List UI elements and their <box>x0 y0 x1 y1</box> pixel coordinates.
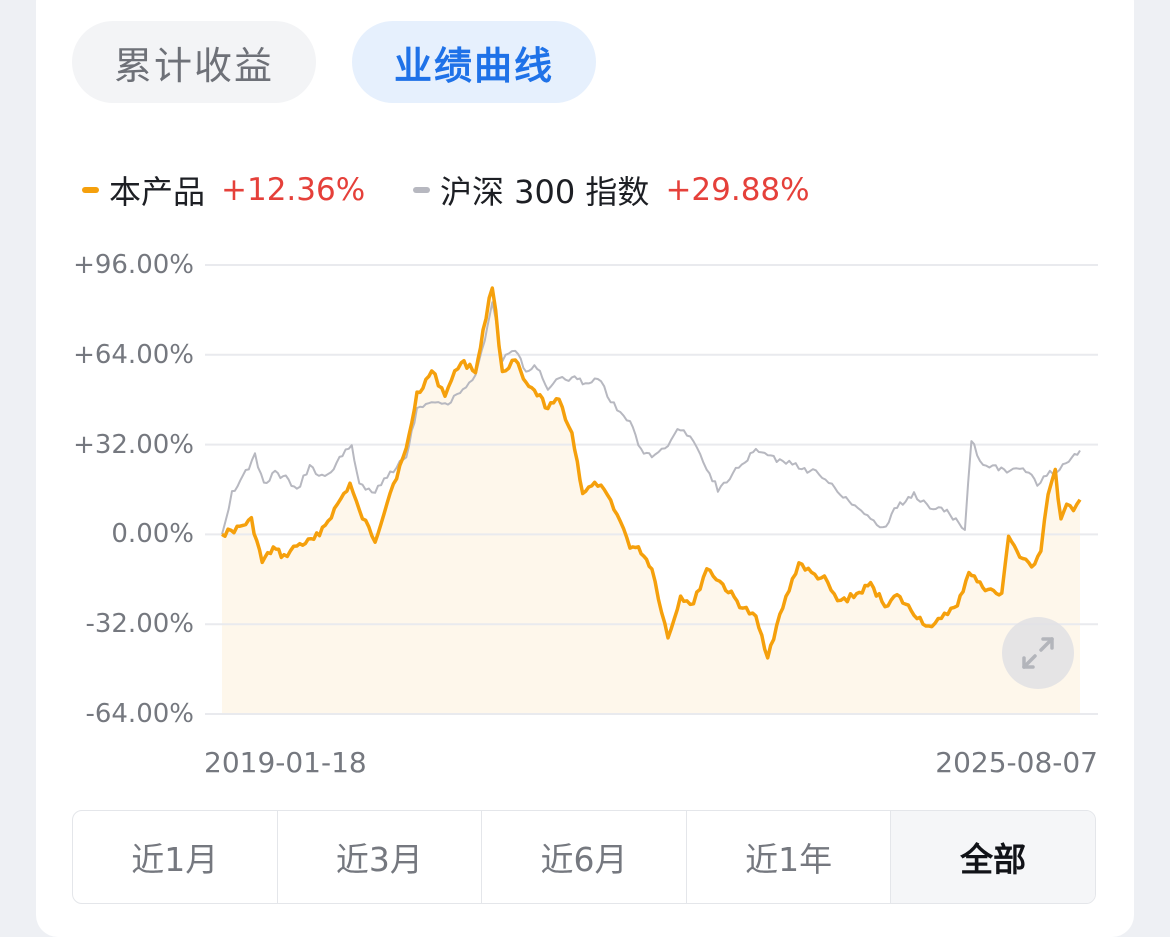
legend-swatch-benchmark <box>413 187 430 193</box>
series-line-product <box>221 286 1082 660</box>
expand-chart-button[interactable] <box>1002 617 1074 689</box>
range-1-year[interactable]: 近1年 <box>687 811 892 903</box>
legend-value-product: +12.36% <box>221 172 366 208</box>
y-tick-label: -64.00% <box>85 699 194 729</box>
legend-name-benchmark: 沪深 300 指数 <box>440 173 650 211</box>
range-6-months[interactable]: 近6月 <box>482 811 687 903</box>
series-line-benchmark <box>221 301 1081 535</box>
x-tick-label-start: 2019-01-18 <box>204 746 367 779</box>
range-all[interactable]: 全部 <box>891 811 1095 903</box>
range-1-month[interactable]: 近1月 <box>73 811 278 903</box>
legend-swatch-product <box>82 187 99 193</box>
performance-card <box>36 0 1134 937</box>
legend-item-benchmark: 沪深 300 指数 +29.88% <box>413 168 810 212</box>
y-tick-label: +96.00% <box>73 250 194 280</box>
x-tick-label-end: 2025-08-07 <box>935 746 1098 779</box>
tab-performance-curve[interactable]: 业绩曲线 <box>352 21 596 103</box>
series-area-product <box>222 288 1080 714</box>
y-tick-label: 0.00% <box>111 519 194 549</box>
y-tick-label: +64.00% <box>73 340 194 370</box>
tab-cumulative-return[interactable]: 累计收益 <box>72 21 316 103</box>
y-tick-label: -32.00% <box>85 609 194 639</box>
legend-item-product: 本产品 +12.36% <box>82 168 365 212</box>
range-3-months[interactable]: 近3月 <box>278 811 483 903</box>
expand-arrows-icon <box>1022 637 1054 669</box>
y-tick-label: +32.00% <box>73 430 194 460</box>
legend-value-benchmark: +29.88% <box>665 172 810 208</box>
time-range-selector: 近1月 近3月 近6月 近1年 全部 <box>72 810 1096 904</box>
performance-chart <box>205 264 1098 715</box>
legend-name-product: 本产品 <box>109 173 206 211</box>
